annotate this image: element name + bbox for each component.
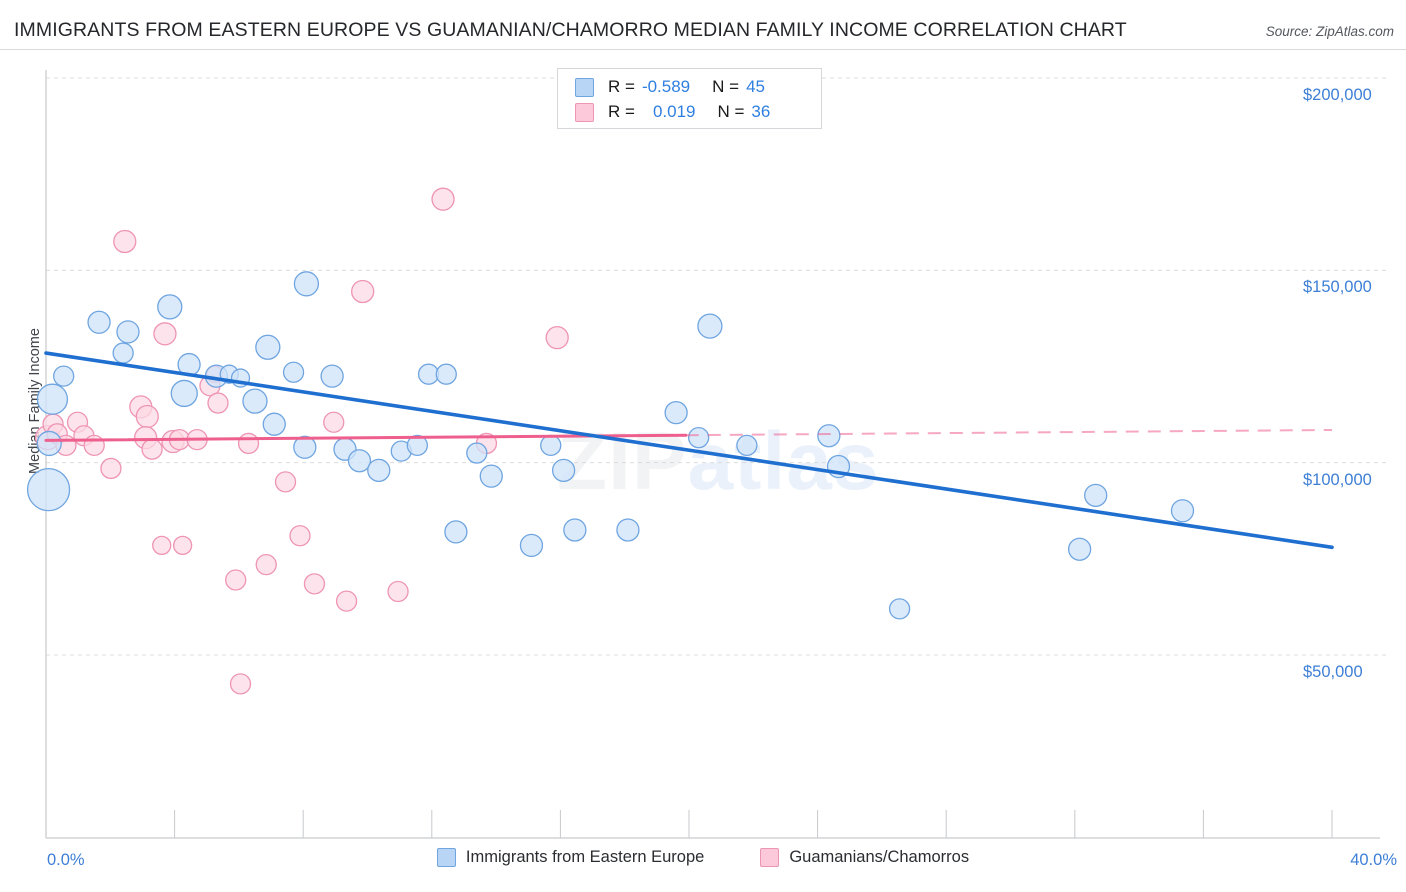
data-point [53, 365, 75, 387]
data-point [323, 411, 345, 433]
data-point [406, 434, 428, 457]
data-point [888, 598, 911, 620]
data-point [563, 518, 587, 542]
data-point [26, 467, 71, 512]
pink-trendline-solid [44, 433, 688, 442]
data-point [431, 187, 455, 211]
data-point [141, 438, 163, 460]
data-point [417, 363, 440, 385]
data-point [351, 279, 375, 304]
data-point [466, 442, 488, 464]
blue-r-label: R = [608, 77, 635, 96]
data-point [157, 294, 183, 320]
data-point [237, 432, 260, 455]
data-point [320, 364, 344, 388]
data-point [335, 590, 358, 612]
data-point [83, 434, 105, 457]
gridlines [46, 77, 1390, 656]
y-tick-50000: $50,000 [1303, 663, 1363, 681]
y-tick-200000: $200,000 [1303, 86, 1372, 104]
x-tick-max: 40.0% [1350, 851, 1397, 869]
data-point [229, 673, 252, 695]
data-point [207, 392, 229, 414]
x-tick-min: 0.0% [47, 851, 85, 869]
data-point [289, 525, 311, 547]
correlation-legend: R = -0.589 N = 45 R = 0.019 N = 36 [557, 68, 822, 129]
legend-color-pink-icon [760, 848, 780, 867]
y-tick-100000: $100,000 [1303, 470, 1372, 489]
data-point [347, 449, 372, 473]
blue-n-value: 45 [746, 77, 765, 96]
legend-swatch-blue-icon [575, 77, 594, 97]
data-point [113, 229, 137, 254]
data-point [551, 458, 576, 483]
data-point [540, 434, 562, 457]
data-point [274, 471, 297, 493]
data-point [153, 322, 177, 346]
data-point [172, 535, 193, 556]
legend-item-blue[interactable]: Immigrants from Eastern Europe [436, 848, 705, 867]
legend-label-blue: Immigrants from Eastern Europe [465, 848, 705, 866]
legend-item-pink[interactable]: Guamanians/Chamorros [760, 848, 969, 867]
series-legend: Immigrants from Eastern Europe Guamanian… [0, 848, 1406, 867]
data-point [100, 457, 122, 480]
data-point [293, 435, 317, 459]
legend-row-blue: R = -0.589 N = 45 [575, 74, 765, 100]
source-label: Source: ZipAtlas.com [1265, 24, 1394, 39]
data-point [736, 434, 758, 457]
data-point [170, 379, 198, 408]
data-point [1170, 499, 1195, 523]
data-point [116, 320, 140, 344]
y-tick-150000: $150,000 [1303, 278, 1372, 297]
data-point [444, 520, 468, 544]
data-point [367, 458, 391, 483]
x-axis-ticks [45, 810, 1333, 838]
data-point [36, 430, 62, 457]
header-divider [0, 49, 1406, 50]
data-point [664, 401, 688, 425]
legend-label-pink: Guamanians/Chamorros [789, 848, 970, 866]
blue-r-value: -0.589 [641, 77, 691, 96]
data-point [1084, 483, 1108, 508]
data-point [697, 313, 723, 339]
pink-r-value: 0.019 [652, 102, 696, 121]
data-point [817, 424, 841, 448]
data-point [112, 342, 134, 364]
data-point [387, 580, 409, 603]
legend-color-blue-icon [436, 848, 456, 867]
pink-n-value: 36 [751, 102, 771, 121]
legend-row-pink: R = 0.019 N = 36 [575, 99, 770, 125]
pink-scatter-points [34, 187, 569, 695]
blue-trendline [44, 351, 1334, 550]
data-point [87, 310, 111, 334]
pink-r-label: R = [608, 102, 635, 121]
data-point [616, 518, 640, 542]
legend-swatch-pink-icon [575, 102, 594, 122]
data-point [255, 553, 277, 576]
data-point [225, 569, 247, 591]
data-point [435, 363, 457, 385]
page-title: IMMIGRANTS FROM EASTERN EUROPE VS GUAMAN… [14, 19, 1127, 41]
pink-n-label: N = [717, 102, 745, 121]
data-point [152, 535, 172, 556]
data-point [262, 412, 286, 436]
trendlines [44, 351, 1334, 550]
data-point [255, 334, 281, 360]
data-point [519, 533, 544, 558]
data-point [135, 404, 159, 429]
data-point [545, 325, 569, 350]
data-point [687, 427, 710, 449]
data-point [303, 573, 326, 595]
data-point [293, 271, 320, 297]
data-point [282, 361, 305, 383]
data-point [1067, 537, 1092, 561]
data-point [242, 388, 268, 414]
data-point [479, 464, 503, 488]
data-point [36, 383, 69, 415]
pink-trendline-dashed [685, 428, 1333, 437]
blue-n-label: N = [712, 77, 740, 96]
